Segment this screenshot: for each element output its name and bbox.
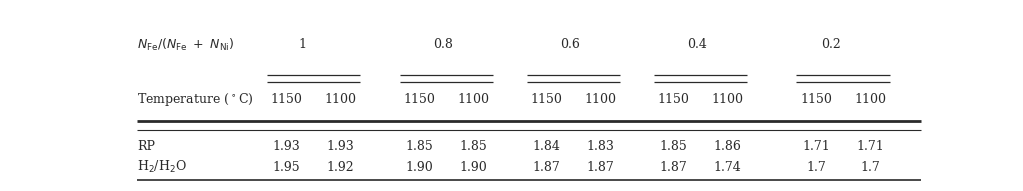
Text: 1100: 1100 [854,93,886,106]
Text: 1150: 1150 [800,93,832,106]
Text: 1100: 1100 [584,93,617,106]
Text: 1.92: 1.92 [326,161,354,174]
Text: 1.93: 1.93 [326,140,354,153]
Text: RP: RP [137,140,155,153]
Text: 1.85: 1.85 [459,140,487,153]
Text: 1.86: 1.86 [713,140,742,153]
Text: 1.84: 1.84 [533,140,561,153]
Text: 1.85: 1.85 [406,140,434,153]
Text: 1.83: 1.83 [586,140,615,153]
Text: 1.87: 1.87 [533,161,561,174]
Text: 0.8: 0.8 [433,38,453,52]
Text: 1.90: 1.90 [406,161,434,174]
Text: 1100: 1100 [457,93,490,106]
Text: 1150: 1150 [404,93,436,106]
Text: 1.87: 1.87 [586,161,614,174]
Text: 1.74: 1.74 [713,161,741,174]
Text: 1.90: 1.90 [459,161,487,174]
Text: H$_2$/H$_2$O: H$_2$/H$_2$O [137,159,187,175]
Text: 1150: 1150 [531,93,563,106]
Text: 1.95: 1.95 [272,161,301,174]
Text: 1: 1 [299,38,306,52]
Text: 0.6: 0.6 [560,38,580,52]
Text: 1.85: 1.85 [660,140,687,153]
Text: 1150: 1150 [270,93,303,106]
Text: 1100: 1100 [711,93,744,106]
Text: 1.7: 1.7 [860,161,880,174]
Text: Temperature ($^\circ$C): Temperature ($^\circ$C) [137,91,254,108]
Text: 0.4: 0.4 [686,38,707,52]
Text: 1.71: 1.71 [856,140,884,153]
Text: 1.87: 1.87 [660,161,687,174]
Text: 1150: 1150 [658,93,690,106]
Text: $N_\mathrm{Fe}/(N_\mathrm{Fe}\ +\ N_\mathrm{Ni})$: $N_\mathrm{Fe}/(N_\mathrm{Fe}\ +\ N_\mat… [137,37,234,53]
Text: 1.7: 1.7 [806,161,826,174]
Text: 1100: 1100 [324,93,356,106]
Text: 1.93: 1.93 [272,140,301,153]
Text: 0.2: 0.2 [821,38,841,52]
Text: 1.71: 1.71 [802,140,830,153]
